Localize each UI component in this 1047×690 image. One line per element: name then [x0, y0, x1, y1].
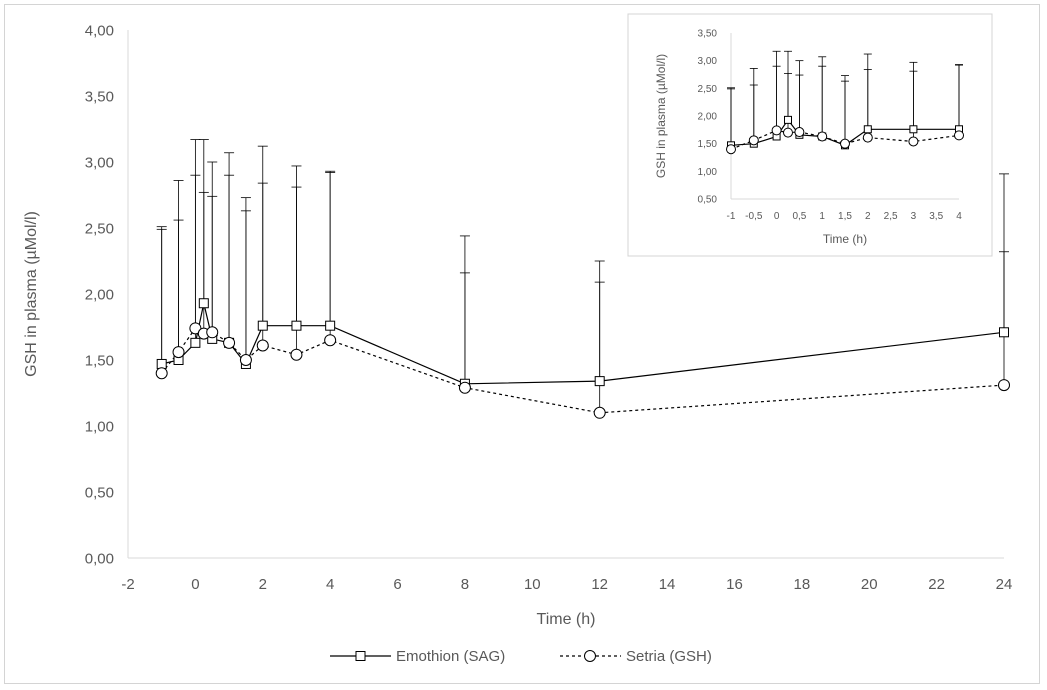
main-x-tick-label: 22 — [928, 576, 945, 593]
main-x-tick-label: 0 — [191, 576, 199, 593]
main-setria-point — [155, 367, 168, 380]
main-setria-point — [223, 336, 236, 349]
inset-y-tick-label: 0,50 — [698, 195, 718, 206]
main-x-tick-label: 10 — [524, 576, 541, 593]
inset-setria-point — [862, 132, 873, 143]
inset-emothion-point — [909, 125, 918, 134]
inset-setria-point — [794, 127, 805, 138]
inset-x-tick-label: 0 — [774, 211, 780, 222]
main-emothion-point — [325, 320, 336, 331]
inset-x-tick-label: -0,5 — [745, 211, 763, 222]
main-x-tick-label: -2 — [121, 576, 134, 593]
inset-setria-point — [748, 135, 759, 146]
main-y-tick-label: 2,50 — [85, 220, 114, 237]
inset-y-tick-label: 1,00 — [698, 167, 718, 178]
inset-x-tick-label: -1 — [727, 211, 736, 222]
inset-x-axis-title: Time (h) — [823, 232, 867, 246]
main-y-tick-label: 3,50 — [85, 88, 114, 105]
inset-emothion-point — [784, 115, 792, 124]
inset-setria-point — [954, 130, 964, 141]
main-emothion-line — [161, 303, 1005, 385]
inset-x-tick-label: 1,5 — [838, 211, 852, 222]
main-setria-point — [256, 339, 269, 352]
inset-setria-point — [771, 125, 782, 136]
inset-setria-point — [783, 127, 793, 138]
main-x-tick-label: 16 — [726, 576, 743, 593]
main-emothion-point — [999, 327, 1009, 338]
main-emothion-point — [198, 298, 209, 309]
main-y-tick-label: 4,00 — [85, 22, 114, 39]
main-x-tick-label: 6 — [393, 576, 401, 593]
main-setria-point — [998, 379, 1010, 392]
main-y-tick-label: 1,00 — [85, 418, 114, 435]
inset-y-tick-label: 3,50 — [698, 29, 718, 40]
main-x-tick-label: 18 — [794, 576, 811, 593]
inset-x-tick-label: 4 — [956, 211, 962, 222]
inset-x-tick-label: 3,5 — [929, 211, 943, 222]
main-setria-point — [324, 334, 337, 347]
inset-y-tick-label: 2,00 — [698, 112, 718, 123]
main-y-tick-label: 1,50 — [85, 352, 114, 369]
main-y-axis-title: GSH in plasma (µMol/l) — [23, 211, 40, 377]
main-x-tick-label: 20 — [861, 576, 878, 593]
inset-x-tick-label: 3 — [911, 211, 917, 222]
main-x-tick-label: 12 — [591, 576, 608, 593]
main-setria-line — [161, 327, 1005, 414]
main-x-tick-label: 24 — [996, 576, 1013, 593]
inset-setria-point — [726, 144, 736, 155]
main-emothion-point — [257, 320, 268, 331]
inset-y-tick-label: 2,50 — [698, 84, 718, 95]
main-emothion-point — [291, 320, 302, 331]
inset-plot: 0,50 1,00 1,50 2,00 2,50 3,00 3,50 -1 -0,5 0 0,5 1 1… — [654, 29, 964, 246]
main-plot: 0,000,501,001,502,002,503,003,504,00-2 0 2… — [23, 22, 1012, 628]
inset-x-tick-label: 1 — [819, 211, 825, 222]
inset-x-tick-label: 2 — [865, 211, 871, 222]
main-emothion-point — [594, 376, 605, 387]
inset-setria-point — [908, 136, 919, 147]
legend: Emothion (SAG) Setria (GSH) — [330, 648, 712, 665]
inset-setria-line — [730, 129, 960, 150]
main-y-tick-label: 3,00 — [85, 154, 114, 171]
main-y-tick-label: 0,50 — [85, 484, 114, 501]
legend-emothion-label: Emothion (SAG) — [396, 648, 505, 665]
inset-x-tick-label: 2,5 — [884, 211, 898, 222]
legend-setria-marker — [584, 650, 596, 662]
main-setria-point — [239, 354, 252, 366]
main-y-tick-label: 0,00 — [85, 550, 114, 567]
main-x-tick-label: 8 — [461, 576, 469, 593]
main-x-axis-title: Time (h) — [537, 611, 596, 628]
inset-x-tick-label: 0,5 — [792, 211, 806, 222]
main-setria-point — [206, 326, 219, 339]
main-setria-point — [172, 346, 185, 359]
inset-y-axis-title: GSH in plasma (µMol/l) — [654, 54, 668, 178]
main-setria-point — [189, 322, 202, 335]
inset-y-tick-label: 3,00 — [698, 56, 718, 67]
main-setria-point — [290, 348, 303, 361]
main-x-tick-label: 4 — [326, 576, 334, 593]
main-setria-point — [458, 381, 471, 394]
inset-emothion-line — [730, 118, 959, 146]
inset-setria-point — [817, 131, 828, 142]
legend-emothion-marker — [355, 651, 366, 661]
inset-y-tick-label: 1,50 — [698, 139, 718, 150]
main-x-tick-label: 14 — [659, 576, 676, 593]
main-setria-point — [593, 406, 606, 419]
inset-emothion-point — [863, 125, 872, 134]
main-emothion-point — [190, 337, 201, 348]
main-emothion-point — [156, 358, 167, 369]
legend-setria-label: Setria (GSH) — [626, 648, 712, 665]
inset-setria-point — [840, 138, 850, 149]
main-y-tick-label: 2,00 — [85, 286, 114, 303]
main-x-tick-label: 2 — [259, 576, 267, 593]
